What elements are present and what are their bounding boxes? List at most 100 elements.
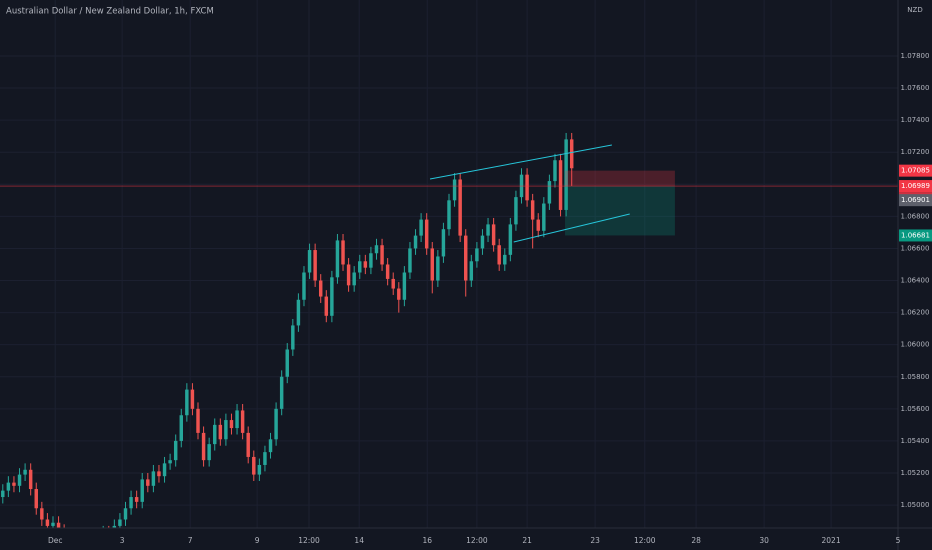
- price-marker: [899, 194, 932, 207]
- y-tick-label: 1.06000: [901, 341, 930, 349]
- y-tick-label: 1.07400: [901, 116, 930, 124]
- candle-body: [291, 325, 295, 350]
- y-tick-label: 1.06200: [901, 309, 930, 317]
- candle-body: [503, 254, 507, 265]
- candle-body: [213, 424, 217, 445]
- candle-body: [363, 261, 368, 268]
- candle-body: [207, 444, 211, 461]
- candle-body: [140, 479, 144, 502]
- y-tick-label: 1.06800: [901, 212, 930, 220]
- y-tick-label: 1.07800: [901, 52, 930, 60]
- candle-body: [235, 410, 239, 429]
- candle-body: [324, 296, 329, 316]
- candle-body: [296, 299, 301, 326]
- candle-body: [542, 203, 546, 231]
- candle-body: [40, 508, 44, 520]
- price-marker-label: 1.06681: [901, 231, 930, 239]
- candle-body: [201, 432, 206, 461]
- candle-body: [268, 439, 273, 453]
- candle-body: [240, 410, 245, 433]
- candle-body: [402, 272, 407, 300]
- candle-body: [190, 389, 195, 409]
- candle-body: [313, 250, 317, 281]
- x-tick-label: 23: [590, 536, 600, 545]
- candle-body: [564, 139, 568, 210]
- candle-body: [335, 240, 340, 278]
- candle-body: [413, 235, 418, 249]
- price-marker-label: 1.06989: [901, 182, 930, 190]
- y-tick-label: 1.05600: [901, 405, 930, 413]
- candle-body: [123, 508, 128, 520]
- candle-body: [358, 261, 362, 273]
- x-tick-label: Dec: [48, 536, 63, 545]
- candle-body: [536, 219, 540, 231]
- candle-body: [279, 376, 284, 409]
- y-tick-label: 1.06600: [901, 244, 930, 252]
- candle-body: [475, 248, 479, 262]
- candle-body: [480, 235, 485, 249]
- candle-body: [452, 179, 457, 201]
- x-tick-label: 12:00: [634, 536, 656, 545]
- x-tick-label: 30: [759, 536, 769, 545]
- x-tick-label: 21: [522, 536, 532, 545]
- candle-body: [558, 160, 563, 210]
- candle-body: [134, 497, 139, 502]
- y-tick-label: 1.05800: [901, 373, 930, 381]
- candle-body: [185, 389, 189, 416]
- candle-body: [6, 482, 11, 491]
- price-marker-label: 1.06901: [901, 196, 930, 204]
- candle-body: [430, 248, 434, 281]
- x-tick-label: 5: [896, 536, 901, 545]
- stop-zone: [565, 170, 675, 187]
- candle-body: [424, 219, 429, 249]
- y-tick-label: 1.07600: [901, 84, 930, 92]
- candle-body: [34, 489, 38, 509]
- candle-body: [514, 197, 518, 225]
- candle-body: [385, 264, 390, 279]
- plot-area: [0, 132, 898, 528]
- y-tick-label: 1.05400: [901, 437, 930, 445]
- axes: 1.05000 1.05200 1.05400 1.05600 1.05800 1.060…: [48, 52, 932, 545]
- candle-body: [12, 482, 16, 486]
- x-tick-label: 14: [354, 536, 364, 545]
- candle-body: [23, 469, 27, 475]
- candle-body: [318, 280, 323, 297]
- candle-body: [419, 219, 423, 236]
- candle-body: [224, 420, 228, 440]
- candle-body: [51, 522, 55, 526]
- chart-title: Australian Dollar / New Zealand Dollar, …: [6, 7, 214, 17]
- candle-body: [302, 272, 306, 300]
- y-tick-label: 1.05200: [901, 469, 930, 477]
- candle-body: [168, 460, 172, 464]
- candle-body: [553, 160, 557, 182]
- candle-body: [252, 456, 256, 475]
- candle-body: [374, 245, 379, 254]
- x-tick-label: 28: [691, 536, 701, 545]
- x-tick-label: 12:00: [298, 536, 320, 545]
- candle-body: [469, 261, 474, 281]
- candle-body: [146, 479, 150, 486]
- candle-body: [307, 250, 312, 273]
- candle-body: [464, 235, 468, 281]
- candle-body: [28, 469, 33, 490]
- candle-body: [17, 474, 22, 486]
- x-tick-label: 2021: [822, 536, 841, 545]
- candle-body: [173, 440, 178, 461]
- candle-body: [497, 245, 501, 265]
- candle-body: [491, 224, 496, 246]
- x-tick-label: 3: [120, 536, 125, 545]
- candle-body: [397, 288, 401, 300]
- trend-line: [513, 213, 630, 243]
- candle-body: [162, 463, 167, 477]
- candle-body: [1, 490, 5, 498]
- candle-body: [218, 424, 223, 440]
- candle-body: [458, 179, 462, 236]
- candle-body: [196, 408, 200, 433]
- candle-body: [56, 522, 61, 528]
- candle-body: [45, 519, 50, 526]
- candle-body: [330, 277, 334, 316]
- candle-body: [569, 139, 574, 169]
- candle-body: [151, 471, 156, 486]
- candle-body: [486, 224, 490, 236]
